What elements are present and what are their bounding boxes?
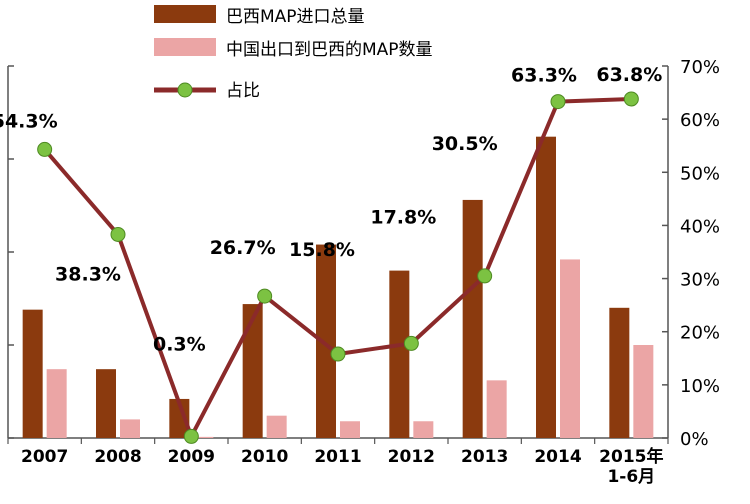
bar-china-export	[560, 259, 580, 438]
right-axis-tick-label: 50%	[680, 163, 720, 184]
right-axis-tick-label: 40%	[680, 216, 720, 237]
x-axis-tick-label: 2007	[21, 447, 68, 467]
bar-china-export	[46, 369, 67, 438]
x-axis-tick-label: 2010	[241, 447, 288, 467]
right-axis-tick-label: 60%	[680, 110, 720, 131]
bar-import-total	[609, 307, 630, 438]
x-axis-tick-label: 2015年	[599, 446, 663, 467]
bar-china-export	[633, 345, 654, 438]
bar-import-total	[536, 136, 556, 438]
right-axis-tick-label: 20%	[680, 323, 720, 344]
share-marker	[403, 335, 419, 351]
bar-import-total	[389, 270, 410, 438]
share-marker	[110, 226, 126, 242]
bar-import-total	[96, 369, 116, 438]
bar-china-export	[413, 421, 434, 438]
share-data-label: 26.7%	[210, 237, 276, 259]
x-axis-tick-label: 2008	[94, 447, 141, 467]
x-axis-tick-label: 2012	[388, 447, 435, 467]
share-marker	[37, 141, 53, 157]
share-marker	[477, 268, 493, 284]
x-axis-tick-label: 2009	[168, 447, 215, 467]
right-axis-tick-label: 10%	[680, 376, 720, 397]
bar-import-total	[462, 199, 483, 438]
share-data-label: 30.5%	[432, 133, 498, 155]
bar-import-total	[316, 244, 336, 438]
bar-china-export	[193, 436, 214, 438]
share-data-label: 15.8%	[289, 239, 355, 261]
x-axis-tick-label: 2011	[314, 447, 361, 467]
bar-china-export	[266, 415, 287, 438]
legend-label-china-export: 中国出口到巴西的MAP数量	[226, 40, 433, 60]
share-marker	[550, 94, 566, 110]
share-marker	[183, 428, 199, 444]
share-marker	[623, 91, 639, 107]
share-data-label: 54.3%	[0, 110, 58, 132]
bar-china-export	[340, 421, 360, 438]
share-data-label: 38.3%	[55, 263, 121, 285]
x-axis-tick-label: 2013	[461, 447, 508, 467]
right-axis-tick-label: 30%	[680, 270, 720, 291]
right-axis-tick-label: 0%	[680, 429, 709, 450]
legend-label-share: 占比	[226, 81, 260, 101]
share-data-label: 63.3%	[511, 65, 577, 87]
legend-swatch-import-total	[154, 5, 216, 23]
x-axis-tick-label: 2014	[534, 447, 581, 467]
legend-swatch-china-export	[154, 38, 216, 56]
share-marker	[330, 346, 346, 362]
bar-import-total	[169, 398, 190, 438]
share-marker	[257, 288, 273, 304]
share-data-label: 0.3%	[153, 333, 206, 355]
legend-swatch-share-marker	[177, 82, 193, 98]
bar-china-export	[486, 380, 507, 438]
bar-import-total	[22, 309, 43, 438]
x-axis-tick-label: 1-6月	[607, 467, 655, 487]
bar-china-export	[120, 419, 140, 438]
share-data-label: 63.8%	[596, 64, 662, 86]
bar-import-total	[242, 304, 263, 438]
right-axis-tick-label: 70%	[680, 57, 720, 78]
legend-label-import-total: 巴西MAP进口总量	[226, 7, 365, 27]
share-data-label: 17.8%	[370, 206, 436, 228]
